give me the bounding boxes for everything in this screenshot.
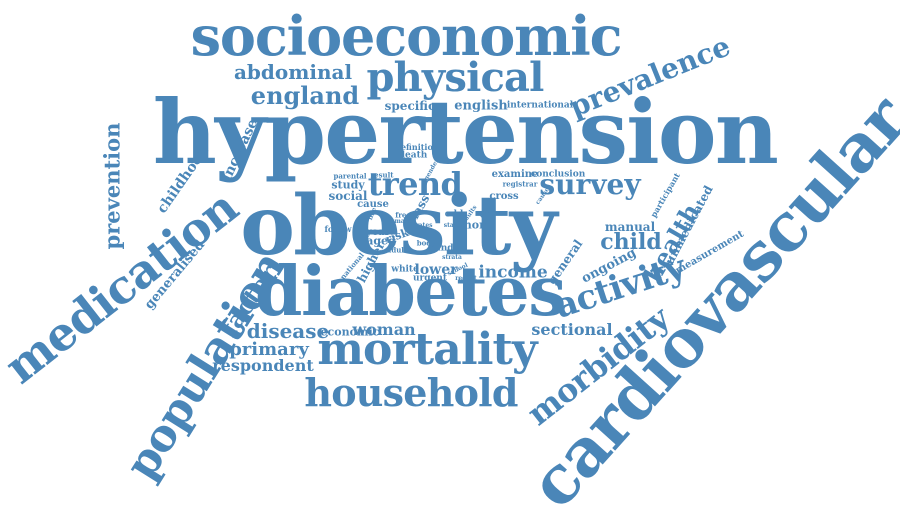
word-sectional: sectional bbox=[531, 322, 612, 338]
word-prevention: prevention bbox=[102, 123, 123, 250]
word-physical: physical bbox=[366, 58, 543, 98]
word-status: status bbox=[444, 223, 465, 229]
word-rates: rates bbox=[415, 223, 432, 229]
word-parental: parental bbox=[333, 173, 366, 180]
word-england: england bbox=[251, 84, 359, 108]
word-body: body bbox=[417, 240, 436, 247]
word-household: household bbox=[304, 374, 517, 412]
word-income: income bbox=[478, 265, 547, 282]
word-english: english bbox=[454, 100, 507, 113]
word-recent: recent bbox=[455, 276, 477, 282]
word-urgent: urgent bbox=[413, 275, 447, 284]
word-disease: disease bbox=[247, 321, 330, 341]
word-strata: strata bbox=[442, 255, 462, 261]
word-abdominal: abdominal bbox=[234, 62, 352, 82]
word-adult: adult bbox=[387, 247, 407, 254]
word-odd: odd bbox=[445, 211, 464, 220]
word-economic: economic bbox=[321, 327, 380, 338]
word-death: death bbox=[399, 152, 428, 161]
word-year: year bbox=[366, 228, 390, 238]
word-index: index bbox=[437, 245, 464, 254]
word-follow: follow bbox=[324, 225, 351, 233]
word-conclusion: conclusion bbox=[531, 171, 586, 180]
word-specific: specific bbox=[385, 100, 436, 112]
word-registrar: registrar bbox=[503, 181, 538, 188]
word-international: international bbox=[507, 102, 573, 111]
word-free: free bbox=[395, 212, 411, 219]
word-result: result bbox=[370, 172, 393, 179]
word-mass: mass bbox=[395, 219, 412, 225]
word-cross: cross bbox=[489, 192, 518, 202]
word-manual: manual bbox=[605, 221, 655, 233]
word-respondent: respondent bbox=[212, 358, 314, 374]
